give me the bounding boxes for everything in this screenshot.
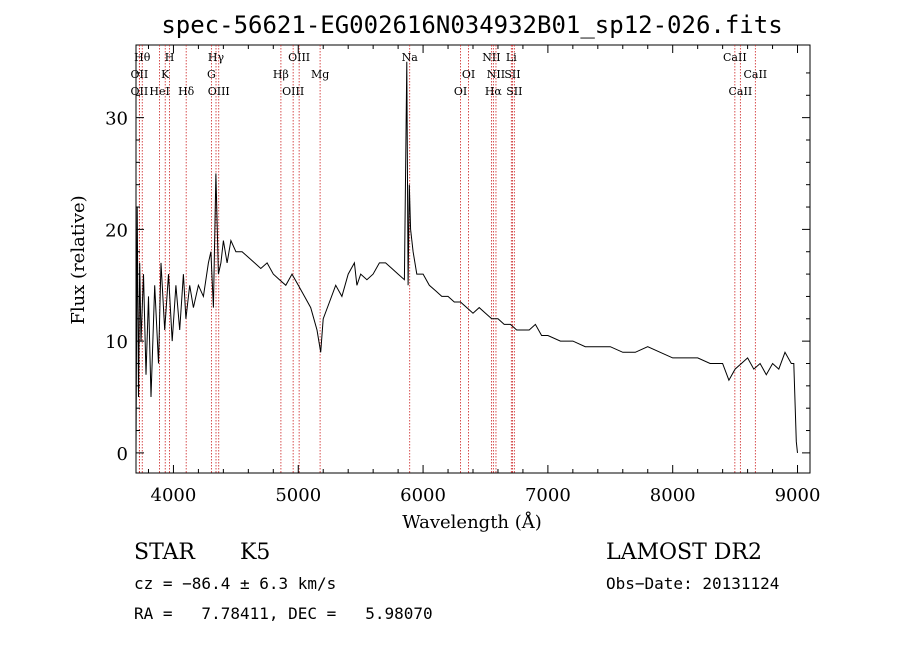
survey-name: LAMOST DR2 — [606, 540, 762, 565]
y-tick-label: 0 — [117, 444, 128, 465]
line-label: Hβ — [273, 68, 289, 81]
observation-date: Obs−Date: 20131124 — [606, 574, 780, 593]
x-tick-label: 4000 — [151, 485, 197, 506]
line-label: OII — [131, 85, 149, 98]
line-label: Hδ — [178, 85, 195, 98]
line-label: Hγ — [208, 51, 225, 64]
line-label: OIII — [208, 85, 230, 98]
x-tick-label: 7000 — [525, 485, 571, 506]
y-tick-label: 10 — [105, 332, 128, 353]
y-axis-label: Flux (relative) — [68, 195, 89, 324]
x-tick-label: 6000 — [400, 485, 446, 506]
line-label: OII — [131, 68, 149, 81]
line-label: H — [165, 51, 175, 64]
line-label: OI — [454, 85, 467, 98]
line-label: K — [161, 68, 170, 81]
line-label: Mg — [311, 68, 329, 81]
line-label: SII — [504, 68, 520, 81]
coordinates: RA = 7.78411, DEC = 5.98070 — [134, 604, 433, 623]
line-label: Na — [402, 51, 419, 64]
line-label: OIII — [282, 85, 304, 98]
line-label: Hθ — [134, 51, 151, 64]
spectral-line-labels: OIIOIIHθHeIKHHδGHγOIIIHβOIIIOIIIMgNaOIOI… — [131, 51, 768, 98]
line-label: Li — [506, 51, 517, 64]
x-tick-label: 9000 — [775, 485, 821, 506]
line-label: NII — [487, 68, 505, 81]
redshift-cz: cz = −86.4 ± 6.3 km/s — [134, 574, 337, 593]
line-label: CaII — [723, 51, 747, 64]
y-axis-ticks: 0 10 20 30 — [105, 72, 810, 465]
line-label: OI — [462, 68, 475, 81]
y-tick-label: 20 — [105, 220, 128, 241]
object-class: STAR — [134, 540, 195, 565]
line-label: G — [207, 68, 216, 81]
flux-series-line — [135, 61, 798, 453]
x-axis-label: Wavelength (Å) — [402, 511, 542, 533]
line-label: Hα — [485, 85, 503, 98]
line-label: CaII — [743, 68, 767, 81]
x-tick-label: 5000 — [275, 485, 321, 506]
object-subclass: K5 — [240, 540, 271, 565]
line-label: CaII — [729, 85, 753, 98]
line-label: OIII — [288, 51, 310, 64]
y-tick-label: 30 — [105, 109, 128, 130]
x-tick-label: 8000 — [650, 485, 696, 506]
chart-title: spec-56621-EG002616N034932B01_sp12-026.f… — [161, 11, 782, 39]
x-axis-ticks: 4000 5000 6000 7000 8000 9000 — [147, 45, 821, 506]
plot-frame — [135, 44, 811, 474]
spectral-line-markers — [138, 45, 756, 473]
line-label: SII — [506, 85, 522, 98]
line-label: HeI — [149, 85, 169, 98]
line-label: NII — [482, 51, 500, 64]
